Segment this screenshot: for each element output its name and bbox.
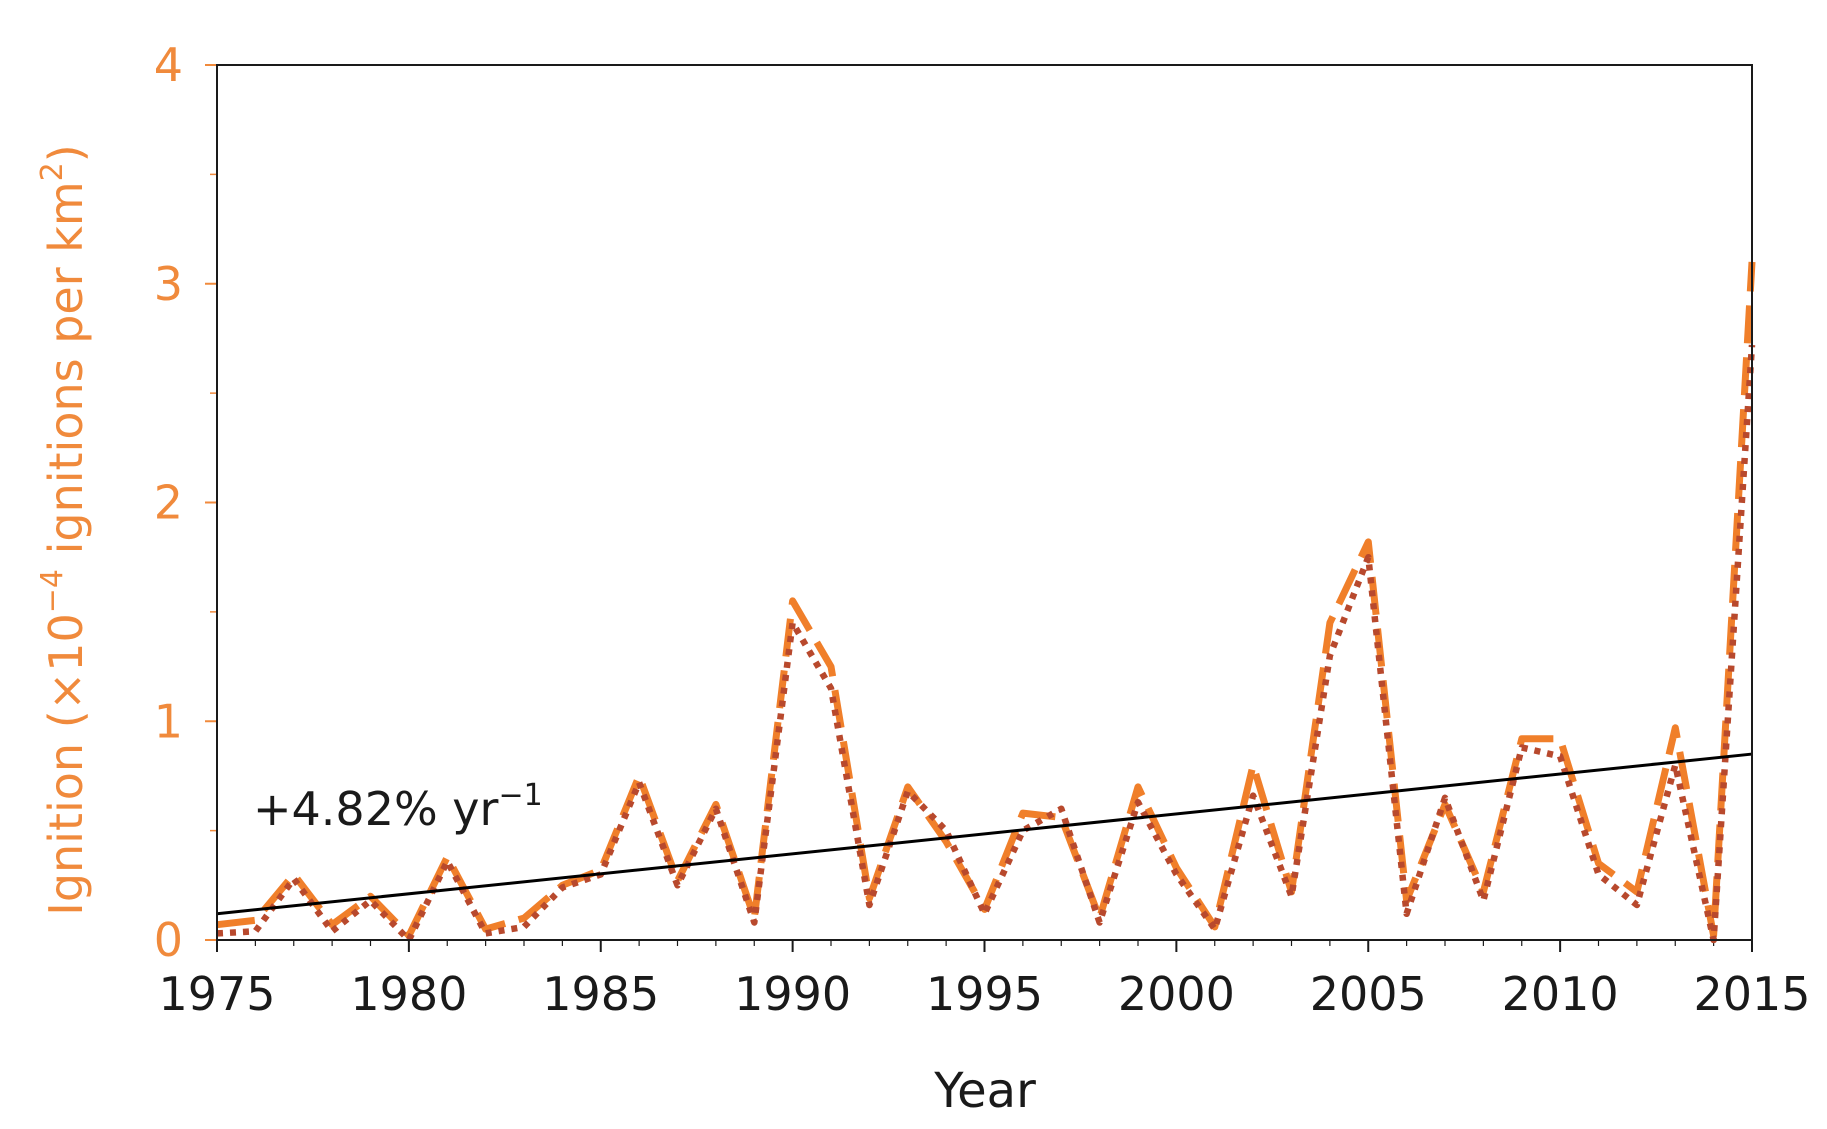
y-tick-label: 4 — [154, 38, 183, 92]
y-axis-label-exp2: 2 — [35, 162, 70, 181]
y-tick-label: 2 — [154, 476, 183, 530]
y-tick-label: 0 — [154, 913, 183, 967]
x-tick-label: 1980 — [350, 967, 467, 1021]
y-axis-label-prefix: Ignition (×10 — [39, 613, 93, 915]
trend-line — [216, 752, 1753, 916]
y-axis-label: Ignition (×10−4 ignitions per km2) — [35, 144, 93, 915]
trend-annotation-base: +4.82% yr — [253, 782, 499, 836]
y-axis-ticks: 0 1 2 3 4 — [154, 38, 217, 967]
y-tick-label: 1 — [154, 694, 183, 748]
x-tick-label: 2000 — [1118, 967, 1235, 1021]
trend-layer — [216, 752, 1753, 916]
x-axis-ticks: 1975 1980 1985 1990 1995 2000 2005 2010 2015 — [158, 940, 1811, 1021]
trend-annotation-exponent: −1 — [498, 778, 542, 813]
plot-frame — [216, 64, 1753, 941]
series-dotted-line — [216, 344, 1756, 944]
x-tick-label: 1985 — [542, 967, 659, 1021]
trend-annotation: +4.82% yr−1 — [253, 778, 543, 836]
x-tick-label: 1975 — [158, 967, 275, 1021]
x-axis-label: Year — [933, 1063, 1036, 1119]
x-tick-label: 2015 — [1693, 967, 1810, 1021]
y-tick-label: 3 — [154, 257, 183, 311]
x-tick-label: 2005 — [1310, 967, 1427, 1021]
y-axis-label-middle: ignitions per km — [39, 181, 93, 569]
x-tick-label: 1995 — [926, 967, 1043, 1021]
x-tick-label: 1990 — [734, 967, 851, 1021]
y-axis-label-exp1: −4 — [35, 569, 70, 613]
x-tick-label: 2010 — [1502, 967, 1619, 1021]
series-layer — [216, 261, 1756, 944]
y-axis-label-suffix: ) — [39, 144, 93, 162]
